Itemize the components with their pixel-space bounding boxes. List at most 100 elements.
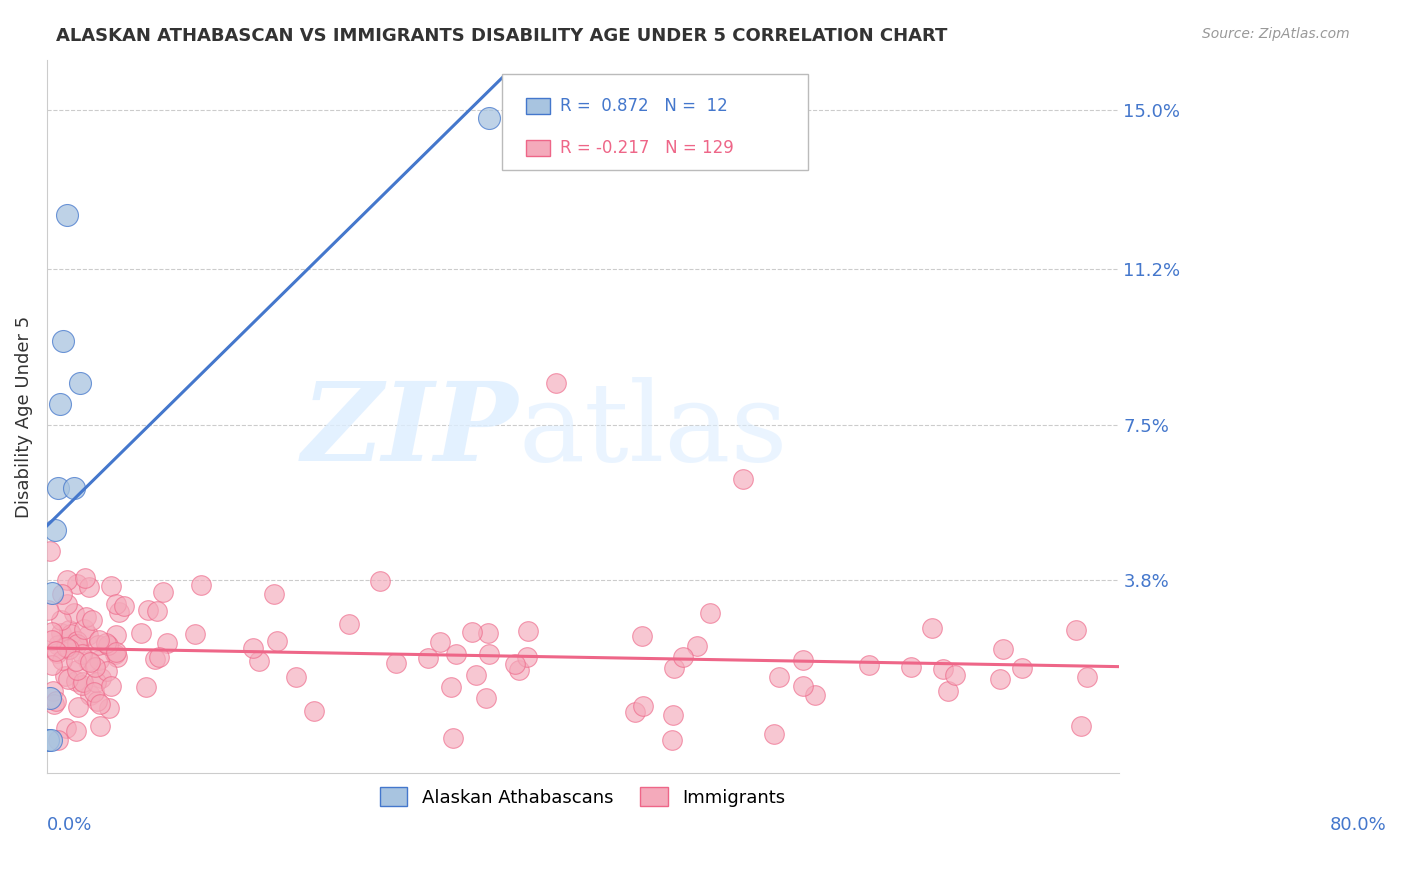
Point <box>56 673 79 687</box>
Point <box>39 732 62 747</box>
Point <box>96 665 118 679</box>
Point <box>266 634 288 648</box>
Point <box>49 626 72 640</box>
Point <box>631 699 654 714</box>
FancyBboxPatch shape <box>526 140 550 156</box>
Point <box>112 599 135 613</box>
Point <box>129 626 152 640</box>
Point <box>65 723 87 738</box>
Point <box>66 634 89 648</box>
Text: 80.0%: 80.0% <box>1330 816 1386 834</box>
Text: R =  0.872   N =  12: R = 0.872 N = 12 <box>560 97 728 115</box>
Point <box>79 689 101 703</box>
Point <box>662 661 685 675</box>
Point <box>444 648 467 662</box>
Point <box>429 635 451 649</box>
Point <box>96 636 118 650</box>
Point <box>475 691 498 706</box>
Point <box>384 657 406 671</box>
Point <box>83 684 105 698</box>
FancyBboxPatch shape <box>526 98 550 114</box>
Point <box>763 727 786 741</box>
Point <box>936 683 959 698</box>
Point <box>733 472 755 486</box>
Point <box>190 578 212 592</box>
Point <box>41 624 63 639</box>
Point <box>441 731 464 746</box>
Point <box>368 574 391 588</box>
Point <box>66 577 89 591</box>
Point <box>87 638 110 652</box>
Point <box>89 698 111 712</box>
Point <box>79 655 101 669</box>
Point <box>44 523 66 537</box>
Point <box>517 624 540 638</box>
Point <box>858 657 880 672</box>
Point <box>39 544 62 558</box>
Y-axis label: Disability Age Under 5: Disability Age Under 5 <box>15 315 32 517</box>
Point <box>41 633 63 648</box>
Text: ALASKAN ATHABASCAN VS IMMIGRANTS DISABILITY AGE UNDER 5 CORRELATION CHART: ALASKAN ATHABASCAN VS IMMIGRANTS DISABIL… <box>56 27 948 45</box>
Text: ZIP: ZIP <box>302 377 519 484</box>
Point <box>304 704 326 718</box>
Point <box>460 624 482 639</box>
Point <box>37 603 59 617</box>
Point <box>53 669 76 683</box>
Point <box>135 680 157 694</box>
Point <box>337 616 360 631</box>
Point <box>478 647 501 661</box>
Point <box>45 694 67 708</box>
Point <box>932 662 955 676</box>
Point <box>145 604 167 618</box>
Point <box>418 651 440 665</box>
Point <box>991 641 1014 656</box>
Point <box>516 649 538 664</box>
Point <box>51 653 73 667</box>
Point <box>478 112 501 126</box>
Point <box>1070 719 1092 733</box>
Point <box>51 587 73 601</box>
Point <box>284 670 307 684</box>
Point <box>152 585 174 599</box>
Point <box>503 657 526 671</box>
Point <box>65 673 87 688</box>
Point <box>685 639 707 653</box>
Point <box>105 650 128 665</box>
Point <box>72 674 94 689</box>
Point <box>107 606 129 620</box>
Point <box>672 650 695 665</box>
Point <box>544 376 567 390</box>
Point <box>792 679 814 693</box>
Point <box>62 481 84 495</box>
Point <box>69 376 91 390</box>
Point <box>477 625 499 640</box>
Point <box>46 646 69 660</box>
Point <box>41 585 63 599</box>
Point <box>82 613 104 627</box>
Point <box>76 654 98 668</box>
Point <box>49 397 72 411</box>
Point <box>70 678 93 692</box>
Point <box>89 719 111 733</box>
Point <box>62 636 84 650</box>
Point <box>52 334 75 348</box>
Point <box>55 640 77 655</box>
Point <box>465 667 488 681</box>
Point <box>63 606 86 620</box>
Point <box>56 573 79 587</box>
Point <box>143 652 166 666</box>
Point <box>699 607 721 621</box>
Point <box>59 626 82 640</box>
Point <box>37 732 59 747</box>
Point <box>792 653 814 667</box>
Point <box>38 690 60 705</box>
Point <box>804 688 827 702</box>
Point <box>89 653 111 667</box>
Point <box>97 638 120 652</box>
Point <box>1066 623 1088 637</box>
Point <box>184 627 207 641</box>
Point <box>97 700 120 714</box>
Legend: Alaskan Athabascans, Immigrants: Alaskan Athabascans, Immigrants <box>366 773 800 822</box>
Point <box>84 660 107 674</box>
Point <box>70 647 93 661</box>
